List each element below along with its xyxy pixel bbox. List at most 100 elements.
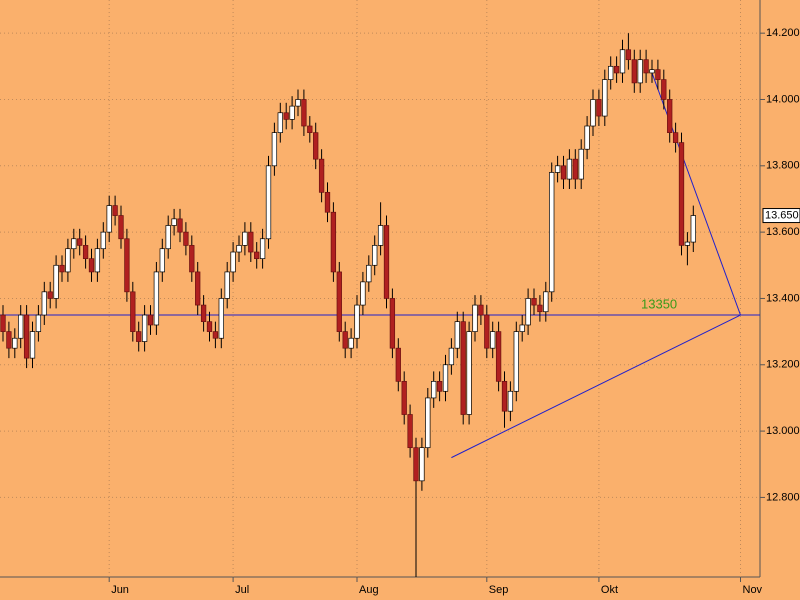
trendline bbox=[651, 72, 741, 316]
candle-body bbox=[124, 238, 130, 293]
candle-body bbox=[248, 231, 254, 253]
candle-body bbox=[324, 191, 331, 213]
candle-body bbox=[372, 245, 378, 266]
candle-body bbox=[407, 414, 413, 449]
candle-body bbox=[141, 314, 148, 342]
candle-body bbox=[531, 298, 537, 306]
candle-body bbox=[366, 264, 372, 283]
candle-body bbox=[212, 331, 219, 339]
candle-body bbox=[0, 314, 6, 332]
candle-body bbox=[419, 447, 425, 482]
y-tick-label: 14.200 bbox=[766, 27, 800, 39]
candle-body bbox=[431, 381, 437, 399]
candle-body bbox=[94, 248, 101, 273]
candle-body bbox=[667, 99, 673, 133]
candle-body bbox=[330, 211, 337, 273]
candle-body bbox=[395, 347, 401, 382]
candle-body bbox=[596, 99, 602, 117]
candle-body bbox=[454, 321, 460, 349]
candle-body bbox=[189, 245, 195, 273]
candle-body bbox=[584, 125, 590, 150]
candle-body bbox=[466, 331, 472, 415]
candle-body bbox=[295, 99, 301, 107]
candle-body bbox=[436, 381, 443, 392]
candle-body bbox=[136, 331, 142, 342]
candle-body bbox=[442, 364, 449, 392]
candle-body bbox=[195, 271, 201, 306]
x-tick-label: Aug bbox=[359, 584, 379, 596]
candle-body bbox=[460, 321, 466, 415]
candle-body bbox=[543, 291, 549, 313]
x-tick-label: Sep bbox=[489, 584, 509, 596]
candle-body bbox=[519, 324, 525, 332]
candle-body bbox=[242, 231, 248, 246]
candle-body bbox=[289, 105, 295, 120]
candle-body bbox=[401, 381, 407, 415]
candle-body bbox=[560, 165, 567, 180]
x-tick-label: Jun bbox=[111, 584, 129, 596]
candle-body bbox=[6, 331, 12, 349]
candle-body bbox=[554, 165, 561, 173]
candle-body bbox=[649, 69, 655, 74]
trendline bbox=[451, 314, 741, 459]
candle-body bbox=[377, 225, 384, 246]
candle-body bbox=[513, 331, 519, 392]
candle-body bbox=[342, 331, 348, 349]
x-tick-label: Jul bbox=[235, 584, 249, 596]
candle-body bbox=[678, 142, 685, 246]
candle-body bbox=[507, 390, 514, 412]
candle-body bbox=[200, 304, 207, 323]
candle-body bbox=[525, 298, 531, 326]
candle-body bbox=[183, 231, 189, 246]
candle-body bbox=[153, 271, 160, 326]
candle-body bbox=[307, 125, 313, 133]
y-tick-label: 13.800 bbox=[766, 160, 800, 172]
candle-body bbox=[254, 251, 260, 260]
candle-body bbox=[88, 258, 95, 273]
candle-body bbox=[77, 238, 83, 246]
candle-body bbox=[259, 238, 266, 260]
y-tick-label: 13.000 bbox=[766, 425, 800, 437]
y-tick-label: 13.600 bbox=[766, 226, 800, 238]
candle-body bbox=[655, 69, 661, 80]
candle-body bbox=[472, 304, 478, 332]
candle-body bbox=[572, 158, 578, 180]
candle-body bbox=[413, 447, 419, 482]
candle-body bbox=[118, 215, 124, 240]
candle-body bbox=[165, 225, 171, 250]
candle-body bbox=[383, 225, 390, 299]
candle-body bbox=[490, 331, 496, 349]
candle-body bbox=[495, 331, 502, 382]
candle-body bbox=[23, 314, 30, 359]
candle-body bbox=[53, 264, 59, 299]
y-tick-label: 13.400 bbox=[766, 292, 800, 304]
candle-body bbox=[12, 337, 18, 349]
candle-body bbox=[230, 251, 236, 273]
candle-body bbox=[484, 314, 490, 349]
candle-body bbox=[478, 304, 484, 316]
horizontal-line-label: 13350 bbox=[641, 296, 677, 311]
candle-body bbox=[590, 99, 596, 127]
candle-body bbox=[578, 148, 584, 180]
candle-body bbox=[177, 218, 183, 233]
candle-body bbox=[448, 347, 455, 366]
candle-body bbox=[82, 245, 89, 260]
candle-body bbox=[112, 205, 118, 216]
candle-body bbox=[35, 314, 42, 332]
y-tick-label: 12.800 bbox=[766, 491, 800, 503]
candle-body bbox=[608, 65, 614, 80]
x-tick-label: Okt bbox=[601, 584, 618, 596]
candle-body bbox=[71, 238, 77, 250]
candle-body bbox=[549, 172, 555, 293]
candle-body bbox=[218, 298, 224, 339]
candle-body bbox=[65, 248, 71, 273]
candle-body bbox=[18, 314, 24, 339]
candle-body bbox=[59, 264, 65, 273]
candle-body bbox=[566, 158, 573, 180]
candle-body bbox=[271, 132, 278, 167]
candle-body bbox=[684, 241, 691, 246]
candle-body bbox=[236, 245, 242, 253]
candle-body bbox=[637, 59, 643, 84]
